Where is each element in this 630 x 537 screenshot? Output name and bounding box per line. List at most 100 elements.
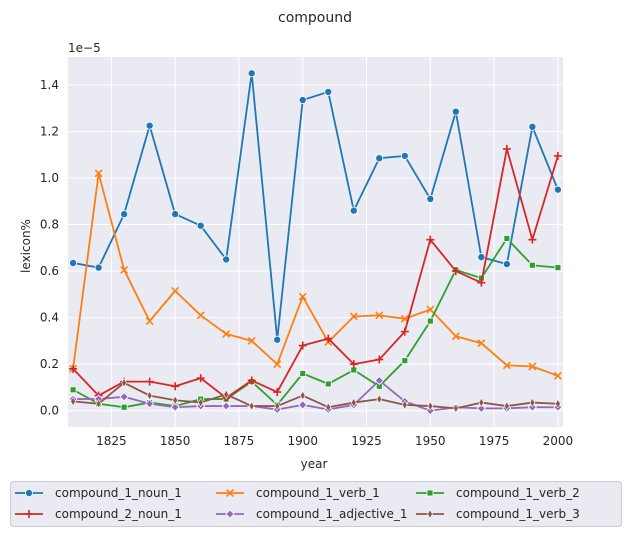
x-tick-label: 1925: [351, 434, 382, 448]
y-tick-label: 0.0: [40, 404, 59, 418]
series-line: [72, 237, 558, 409]
data-point: [298, 292, 307, 301]
data-point: [529, 397, 536, 408]
data-point: [324, 334, 333, 343]
x-tick-label: 1825: [96, 434, 127, 448]
data-point: [502, 144, 511, 153]
data-point: [299, 390, 306, 401]
data-point: [196, 374, 205, 383]
data-point: [298, 341, 307, 350]
data-point: [375, 311, 384, 320]
legend-item: compound_1_verb_3: [416, 507, 580, 521]
data-point: [400, 327, 409, 336]
legend-marker: [426, 489, 434, 497]
data-point: [401, 400, 408, 410]
data-point: [451, 267, 460, 276]
data-point: [170, 402, 180, 412]
legend-label: compound_1_verb_2: [456, 486, 580, 500]
y-scale-label: 1e−5: [68, 41, 101, 55]
data-point: [401, 357, 409, 365]
data-point: [478, 397, 485, 408]
data-point: [145, 399, 155, 409]
data-point: [426, 194, 435, 203]
data-point: [375, 154, 384, 163]
x-tick-label: 1875: [224, 434, 255, 448]
data-point: [349, 206, 358, 215]
data-point: [94, 169, 103, 178]
data-point: [349, 360, 358, 369]
data-point: [350, 397, 357, 408]
legend-marker: [226, 489, 234, 497]
data-point: [95, 398, 102, 409]
data-point: [146, 390, 153, 401]
data-point: [222, 329, 231, 338]
data-point: [119, 392, 129, 402]
data-point: [477, 278, 486, 287]
legend-item: compound_2_noun_1: [15, 507, 182, 521]
series-compound_1_noun_1: [69, 69, 562, 344]
data-point: [528, 235, 537, 244]
y-tick-label: 0.8: [40, 218, 59, 232]
data-point: [94, 263, 103, 272]
data-point: [555, 398, 561, 409]
legend-frame: [10, 481, 622, 527]
data-point: [477, 339, 486, 348]
data-point: [223, 389, 230, 400]
series-line: [72, 148, 559, 399]
data-point: [502, 361, 511, 370]
legend-item: compound_1_adjective_1: [216, 507, 408, 521]
data-point: [503, 235, 511, 242]
data-point: [172, 395, 179, 406]
data-point: [325, 402, 332, 413]
series-compound_1_verb_1: [69, 169, 562, 380]
data-point: [197, 397, 204, 408]
data-point: [299, 370, 307, 377]
data-point: [504, 401, 510, 411]
data-point: [120, 403, 128, 411]
data-point: [247, 376, 256, 385]
legend-label: compound_2_noun_1: [55, 507, 182, 521]
legend: compound_1_noun_1 compound_1_verb_1 compou…: [10, 481, 622, 527]
legend-label: compound_1_adjective_1: [256, 507, 408, 521]
plot-background: [68, 57, 563, 427]
data-point: [553, 371, 562, 380]
data-point: [196, 311, 205, 320]
data-point: [426, 305, 435, 314]
y-tick-label: 1.4: [40, 78, 59, 92]
data-point: [171, 286, 180, 295]
legend-marker: [25, 510, 33, 518]
legend-label: compound_1_verb_3: [456, 507, 580, 521]
data-point: [477, 253, 486, 262]
data-point: [376, 394, 383, 404]
data-point: [69, 258, 78, 267]
data-point: [222, 255, 231, 264]
data-point: [274, 401, 281, 411]
x-tick-label: 1950: [415, 434, 446, 448]
y-tick-label: 0.4: [40, 311, 59, 325]
series-line: [72, 172, 559, 377]
data-point: [247, 336, 256, 345]
plot-area: 1825 1850 1875 1900 1925 1950 1975 2000 0.0 0.2 0.…: [40, 57, 573, 448]
x-tick-label: 1850: [160, 434, 191, 448]
data-point: [121, 377, 127, 388]
data-point: [145, 317, 154, 326]
data-point: [400, 151, 409, 160]
legend-item: compound_1_verb_2: [416, 486, 580, 500]
data-point: [452, 403, 459, 414]
data-point: [427, 401, 434, 411]
data-point: [69, 386, 77, 394]
y-tick-label: 1.0: [40, 171, 59, 185]
series-line: [72, 72, 559, 341]
data-point: [298, 400, 308, 410]
legend-item: compound_1_verb_1: [216, 486, 380, 500]
legend-marker: [225, 509, 235, 519]
data-point: [476, 403, 486, 413]
data-point: [120, 265, 129, 274]
legend-marker: [24, 488, 33, 497]
x-tick-label: 1975: [479, 434, 510, 448]
legend-item: compound_1_noun_1: [15, 486, 182, 500]
x-tick-label: 1900: [287, 434, 318, 448]
x-axis-label: year: [301, 457, 328, 471]
data-point: [528, 122, 537, 131]
